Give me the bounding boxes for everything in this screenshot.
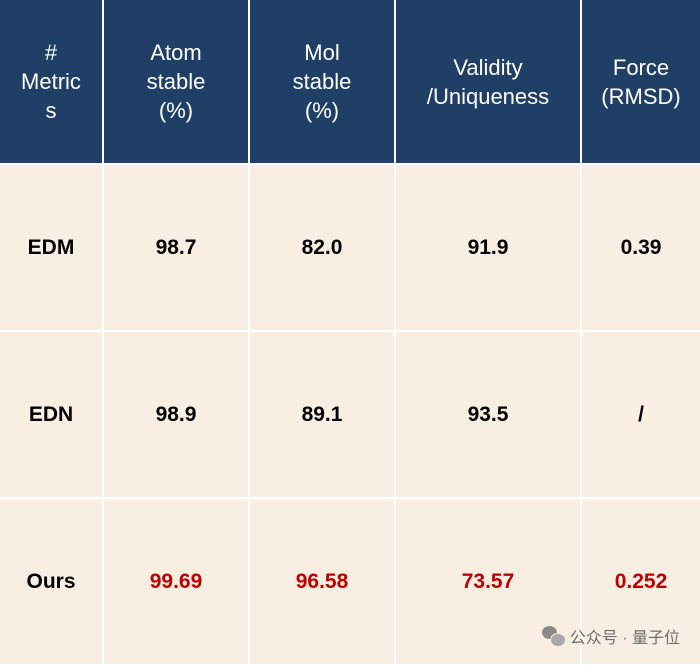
validity-uniqueness-cell: 91.9	[395, 164, 582, 332]
table-row-edn: EDN 98.9 89.1 93.5 /	[0, 331, 700, 499]
force-rmsd-cell: /	[581, 331, 700, 499]
force-rmsd-cell: 0.252	[581, 498, 700, 666]
mol-stable-cell: 96.58	[249, 498, 396, 666]
force-rmsd-cell: 0.39	[581, 164, 700, 332]
row-label: Ours	[0, 498, 104, 666]
validity-uniqueness-cell: 73.57	[395, 498, 582, 666]
atom-stable-cell: 99.69	[103, 498, 250, 666]
header-mol-stable: Mol stable (%)	[249, 0, 396, 165]
header-metrics-text: # Metric s	[21, 40, 81, 123]
header-atom-stable: Atom stable (%)	[103, 0, 250, 165]
header-mol-stable-text: Mol stable (%)	[292, 40, 352, 123]
table-header-row: # Metric s Atom stable (%) Mol stable (%) Vali…	[0, 0, 700, 165]
header-metrics: # Metric s	[0, 0, 104, 165]
wechat-icon	[541, 626, 566, 647]
watermark-text: 公众号 · 量子位	[569, 630, 680, 647]
header-validity-uniqueness-text: Validity/Uniqueness	[426, 54, 550, 109]
validity-uniqueness-cell: 93.5	[395, 331, 582, 499]
table-row-ours: Ours 99.69 96.58 73.57 0.252	[0, 498, 700, 666]
header-force-rmsd-text: Force (RMSD)	[601, 54, 681, 109]
watermark: 公众号 · 量子位	[541, 624, 680, 648]
row-label: EDM	[0, 164, 104, 332]
mol-stable-cell: 82.0	[249, 164, 396, 332]
header-atom-stable-text: Atom stable (%)	[146, 40, 206, 123]
atom-stable-cell: 98.9	[103, 331, 250, 499]
row-label: EDN	[0, 331, 104, 499]
atom-stable-cell: 98.7	[103, 164, 250, 332]
header-force-rmsd: Force (RMSD)	[581, 0, 700, 165]
table-row-edm: EDM 98.7 82.0 91.9 0.39	[0, 164, 700, 332]
mol-stable-cell: 89.1	[249, 331, 396, 499]
header-validity-uniqueness: Validity/Uniqueness	[395, 0, 582, 165]
